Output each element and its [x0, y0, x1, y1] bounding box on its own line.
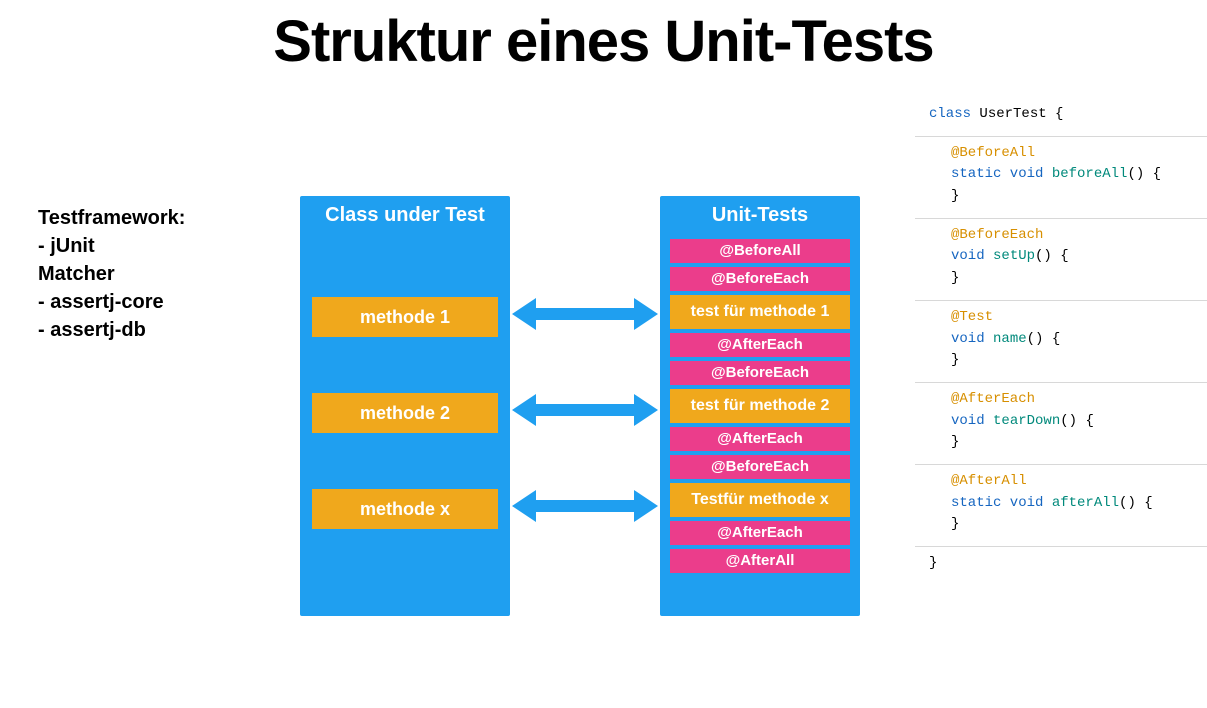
matcher-heading: Matcher	[38, 260, 185, 288]
code-line: @BeforeEach	[929, 225, 1197, 247]
code-line: }	[929, 432, 1197, 454]
framework-list: Testframework: - jUnit Matcher - assertj…	[38, 204, 185, 344]
code-line: @AfterEach	[929, 389, 1197, 411]
code-block: class UserTest {	[915, 98, 1207, 136]
code-block: @Testvoid name() { }	[915, 300, 1207, 382]
code-line: static void beforeAll() {	[929, 164, 1197, 186]
code-block: }	[915, 546, 1207, 585]
matcher-item: - assertj-db	[38, 316, 185, 344]
page-title: Struktur eines Unit-Tests	[0, 8, 1207, 75]
arrows-layer	[300, 196, 860, 616]
code-line: void setUp() {	[929, 246, 1197, 268]
code-block: @AfterAllstatic void afterAll() { }	[915, 464, 1207, 546]
code-line: @BeforeAll	[929, 143, 1197, 165]
double-arrow-icon	[512, 298, 658, 330]
diagram: Class under Test methode 1methode 2metho…	[300, 196, 860, 616]
code-line: @Test	[929, 307, 1197, 329]
code-line: }	[929, 186, 1197, 208]
framework-heading: Testframework:	[38, 204, 185, 232]
code-line: void tearDown() {	[929, 411, 1197, 433]
code-block: @BeforeAllstatic void beforeAll() { }	[915, 136, 1207, 218]
code-line: }	[929, 553, 1197, 575]
code-line: @AfterAll	[929, 471, 1197, 493]
code-line: void name() {	[929, 329, 1197, 351]
double-arrow-icon	[512, 394, 658, 426]
code-line: class UserTest {	[929, 104, 1197, 126]
code-line: }	[929, 514, 1197, 536]
code-block: @BeforeEachvoid setUp() { }	[915, 218, 1207, 300]
code-line: static void afterAll() {	[929, 493, 1197, 515]
code-panel: class UserTest { @BeforeAllstatic void be…	[915, 98, 1207, 708]
code-line: }	[929, 268, 1197, 290]
code-line: }	[929, 350, 1197, 372]
double-arrow-icon	[512, 490, 658, 522]
code-block: @AfterEachvoid tearDown() { }	[915, 382, 1207, 464]
matcher-item: - assertj-core	[38, 288, 185, 316]
framework-item: - jUnit	[38, 232, 185, 260]
